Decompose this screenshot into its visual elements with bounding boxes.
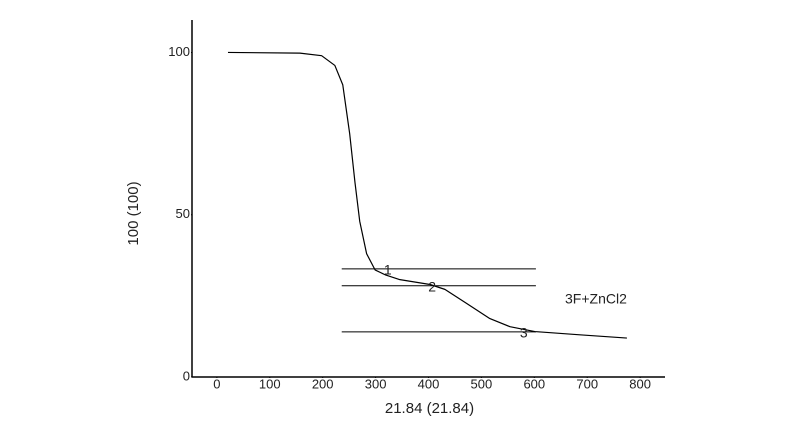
- y-tick-label: 50: [176, 206, 190, 221]
- x-tick-label: 0: [213, 376, 220, 391]
- reference-label: 2: [428, 279, 436, 295]
- x-tick-label: 100: [259, 376, 281, 391]
- y-tick-label: 0: [183, 368, 190, 383]
- x-axis-label: 21.84 (21.84): [385, 400, 474, 417]
- x-tick-label: 300: [365, 376, 387, 391]
- y-tick-label: 100: [168, 44, 190, 59]
- x-tick-label: 600: [523, 376, 545, 391]
- x-tick-label: 400: [418, 376, 440, 391]
- x-tick-label: 200: [312, 376, 334, 391]
- reference-label: 3: [520, 325, 528, 341]
- y-axis-label: 100 (100): [125, 181, 142, 245]
- data-line: [227, 51, 627, 339]
- x-tick-label: 700: [576, 376, 598, 391]
- reference-label: 1: [384, 262, 392, 278]
- series-label: 3F+ZnCl2: [565, 291, 627, 307]
- x-tick-label: 800: [629, 376, 651, 391]
- x-tick-label: 500: [471, 376, 493, 391]
